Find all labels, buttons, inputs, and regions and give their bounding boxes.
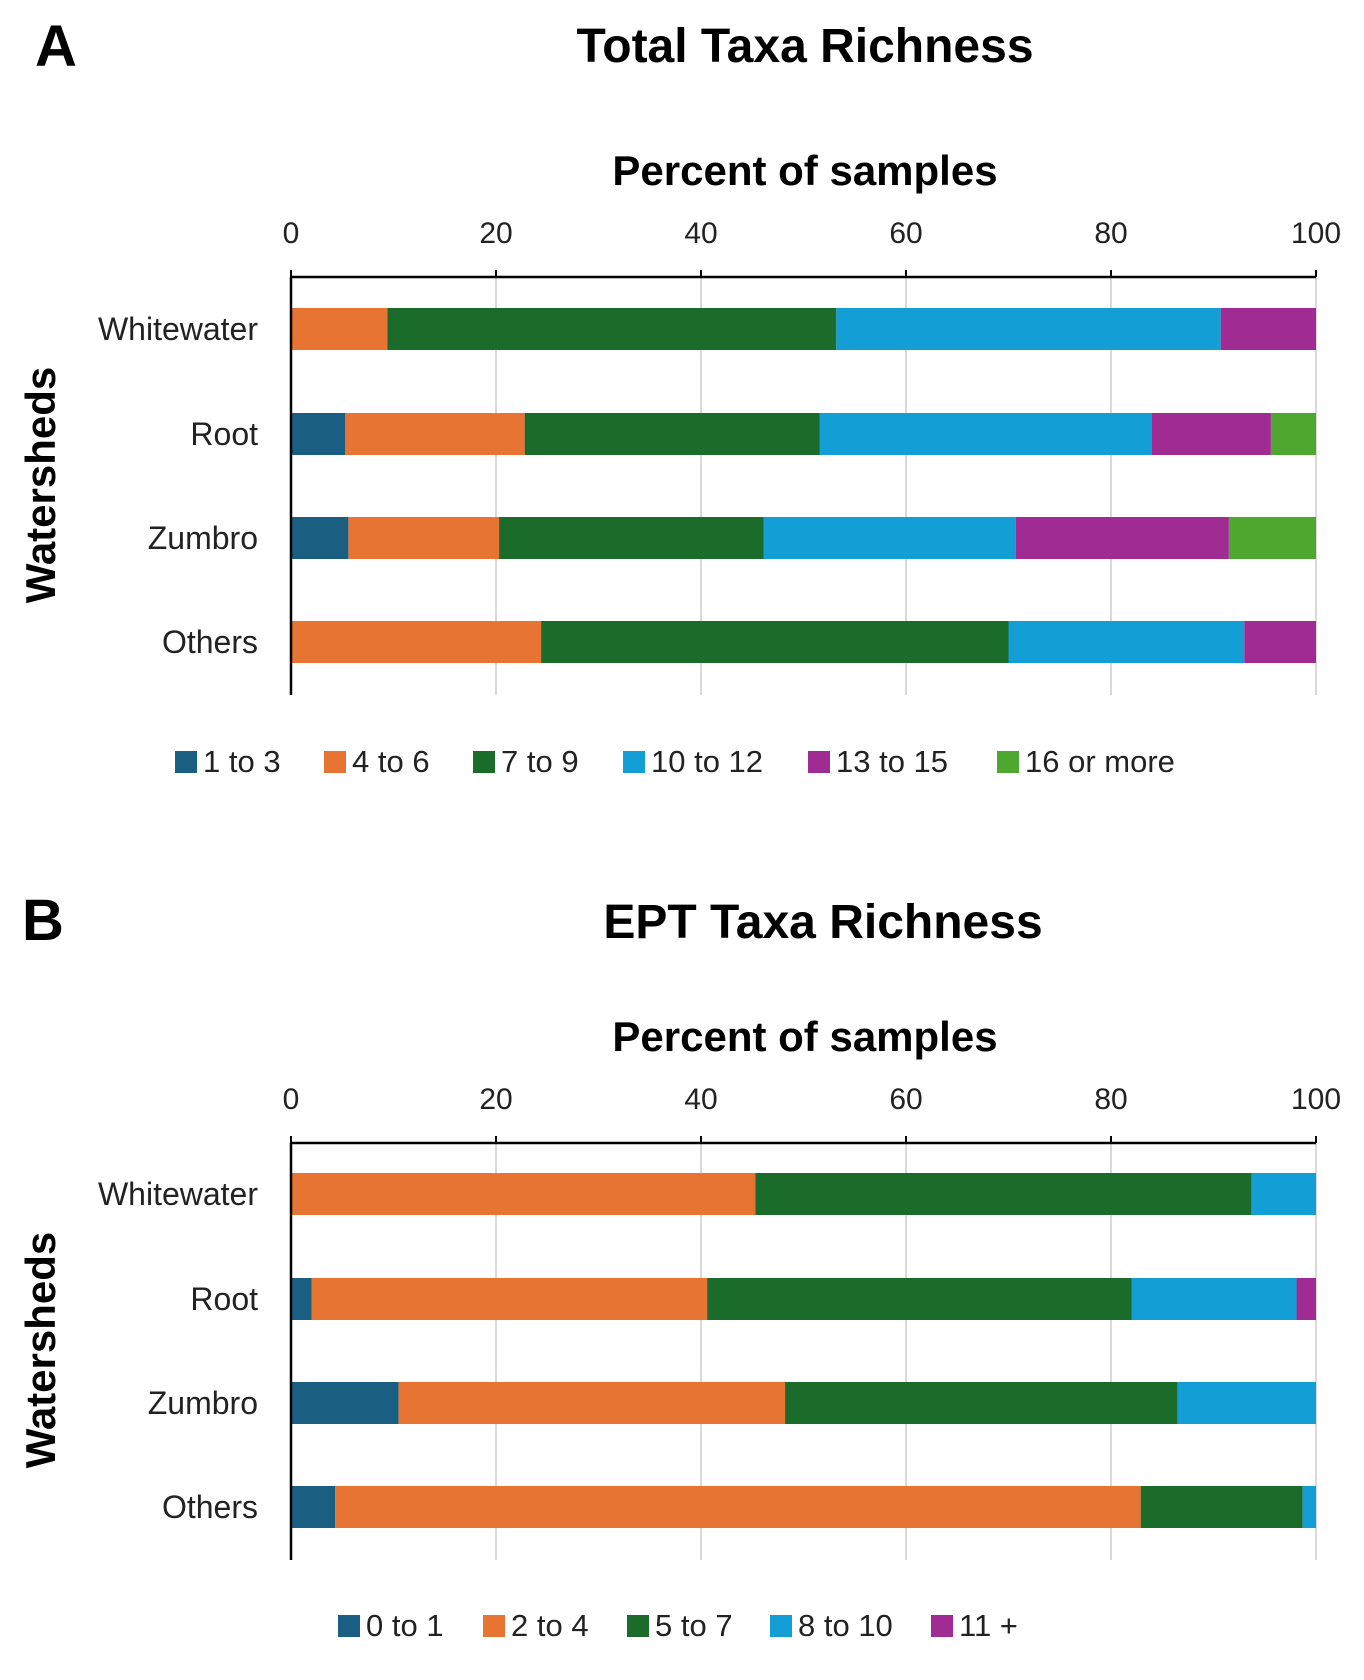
panel-a-bar-segment bbox=[348, 517, 500, 559]
panel-b-legend-swatch bbox=[627, 1615, 649, 1637]
panel-b-category-label: Others bbox=[162, 1489, 258, 1525]
panel-b-bar-segment bbox=[707, 1278, 1132, 1320]
panel-b-legend-swatch bbox=[338, 1615, 360, 1637]
panel-b-legend-label: 0 to 1 bbox=[366, 1608, 444, 1643]
panel-b-x-tick-label: 0 bbox=[283, 1083, 300, 1116]
panel-b-bar-segment bbox=[291, 1486, 336, 1528]
panel-b-legend-swatch bbox=[483, 1615, 505, 1637]
panel-a-legend-swatch bbox=[623, 751, 645, 773]
panel-a-legend-swatch bbox=[175, 751, 197, 773]
panel-b-legend-label: 8 to 10 bbox=[798, 1608, 893, 1643]
panel-a-x-tick-label: 40 bbox=[684, 217, 717, 250]
panel-b-bar-segment bbox=[1140, 1486, 1303, 1528]
panel-a-bar-segment bbox=[763, 517, 1016, 559]
panel-a-bar-segment bbox=[836, 308, 1221, 350]
panel-b-bar-segment bbox=[291, 1278, 312, 1320]
panel-a-y-axis-title: Watersheds bbox=[17, 367, 64, 604]
panel-a-x-tick-label: 100 bbox=[1291, 217, 1341, 250]
panel-b-legend-label: 11 + bbox=[959, 1608, 1018, 1643]
panel-b-bar-segment bbox=[311, 1278, 708, 1320]
panel-a-x-tick-label: 60 bbox=[889, 217, 922, 250]
panel-a-bar-segment bbox=[1152, 413, 1271, 455]
panel-b-y-axis-title: Watersheds bbox=[17, 1232, 64, 1469]
panel-a-x-tick-label: 20 bbox=[479, 217, 512, 250]
panel-b-bar-segment bbox=[291, 1173, 756, 1215]
panel-a-legend-swatch bbox=[997, 751, 1019, 773]
panel-a-letter: A bbox=[35, 14, 77, 79]
panel-a-bar-segment bbox=[291, 517, 349, 559]
panel-b-bar-segment bbox=[1177, 1382, 1316, 1424]
panel-a-legend-swatch bbox=[324, 751, 346, 773]
panel-a-bar-segment bbox=[499, 517, 764, 559]
panel-a-legend-swatch bbox=[473, 751, 495, 773]
panel-a-bar-segment bbox=[1015, 517, 1229, 559]
panel-b-x-tick-label: 20 bbox=[479, 1083, 512, 1116]
panel-a-x-tick-label: 0 bbox=[283, 217, 300, 250]
panel-a-bar-segment bbox=[291, 308, 388, 350]
panel-a-legend-swatch bbox=[808, 751, 830, 773]
panel-a-legend-label: 4 to 6 bbox=[352, 744, 430, 779]
panel-b-category-label: Zumbro bbox=[148, 1385, 258, 1421]
panel-a-legend-label: 10 to 12 bbox=[651, 744, 763, 779]
panel-a-bar-segment bbox=[541, 621, 1009, 663]
panel-b-bar-segment bbox=[1131, 1278, 1297, 1320]
panel-a-legend-label: 13 to 15 bbox=[836, 744, 948, 779]
panel-b-letter: B bbox=[22, 888, 64, 953]
panel-b-bar-segment bbox=[1296, 1278, 1316, 1320]
panel-a-category-label: Root bbox=[190, 416, 258, 452]
panel-b-bar-segment bbox=[1302, 1486, 1316, 1528]
panel-b-category-label: Root bbox=[190, 1281, 258, 1317]
panel-b-x-axis-title: Percent of samples bbox=[612, 1013, 997, 1060]
panel-a-bar-segment bbox=[1270, 413, 1316, 455]
panel-b-bar-segment bbox=[755, 1173, 1252, 1215]
panel-b-legend-swatch bbox=[770, 1615, 792, 1637]
panel-b-bar-segment bbox=[335, 1486, 1141, 1528]
panel-b-x-tick-label: 80 bbox=[1094, 1083, 1127, 1116]
panel-a-bar-segment bbox=[1228, 517, 1316, 559]
panel-a: A Total Taxa Richness Percent of samples… bbox=[17, 14, 1341, 779]
panel-b-x-tick-label: 60 bbox=[889, 1083, 922, 1116]
panel-b-bar-segment bbox=[1251, 1173, 1316, 1215]
panel-a-x-axis-title: Percent of samples bbox=[612, 147, 997, 194]
panel-b-bar-segment bbox=[785, 1382, 1178, 1424]
panel-a-category-label: Others bbox=[162, 624, 258, 660]
panel-a-x-tick-label: 80 bbox=[1094, 217, 1127, 250]
panel-a-category-label: Zumbro bbox=[148, 520, 258, 556]
panel-b-title: EPT Taxa Richness bbox=[603, 896, 1042, 949]
panel-a-bar-segment bbox=[524, 413, 820, 455]
panel-b-bar-segment bbox=[398, 1382, 786, 1424]
panel-b-bar-segment bbox=[291, 1382, 399, 1424]
panel-a-bar-segment bbox=[345, 413, 525, 455]
panel-a-bar-segment bbox=[291, 621, 542, 663]
panel-a-legend-label: 16 or more bbox=[1025, 744, 1175, 779]
panel-a-category-label: Whitewater bbox=[98, 311, 258, 347]
panel-b-legend-label: 5 to 7 bbox=[655, 1608, 733, 1643]
panel-a-title: Total Taxa Richness bbox=[576, 20, 1033, 73]
panel-a-bar-segment bbox=[1220, 308, 1316, 350]
panel-b-x-tick-label: 100 bbox=[1291, 1083, 1341, 1116]
panel-b-category-label: Whitewater bbox=[98, 1176, 258, 1212]
panel-b-x-tick-label: 40 bbox=[684, 1083, 717, 1116]
panel-a-bar-segment bbox=[1008, 621, 1245, 663]
panel-b-legend-swatch bbox=[931, 1615, 953, 1637]
panel-a-legend-label: 1 to 3 bbox=[203, 744, 281, 779]
panel-a-bar-segment bbox=[387, 308, 837, 350]
panel-a-bar-segment bbox=[291, 413, 346, 455]
panel-b: B EPT Taxa Richness Percent of samples W… bbox=[17, 888, 1341, 1643]
panel-a-bar-segment bbox=[819, 413, 1152, 455]
panel-a-bar-segment bbox=[1244, 621, 1316, 663]
panel-b-legend-label: 2 to 4 bbox=[511, 1608, 589, 1643]
panel-a-legend-label: 7 to 9 bbox=[501, 744, 579, 779]
